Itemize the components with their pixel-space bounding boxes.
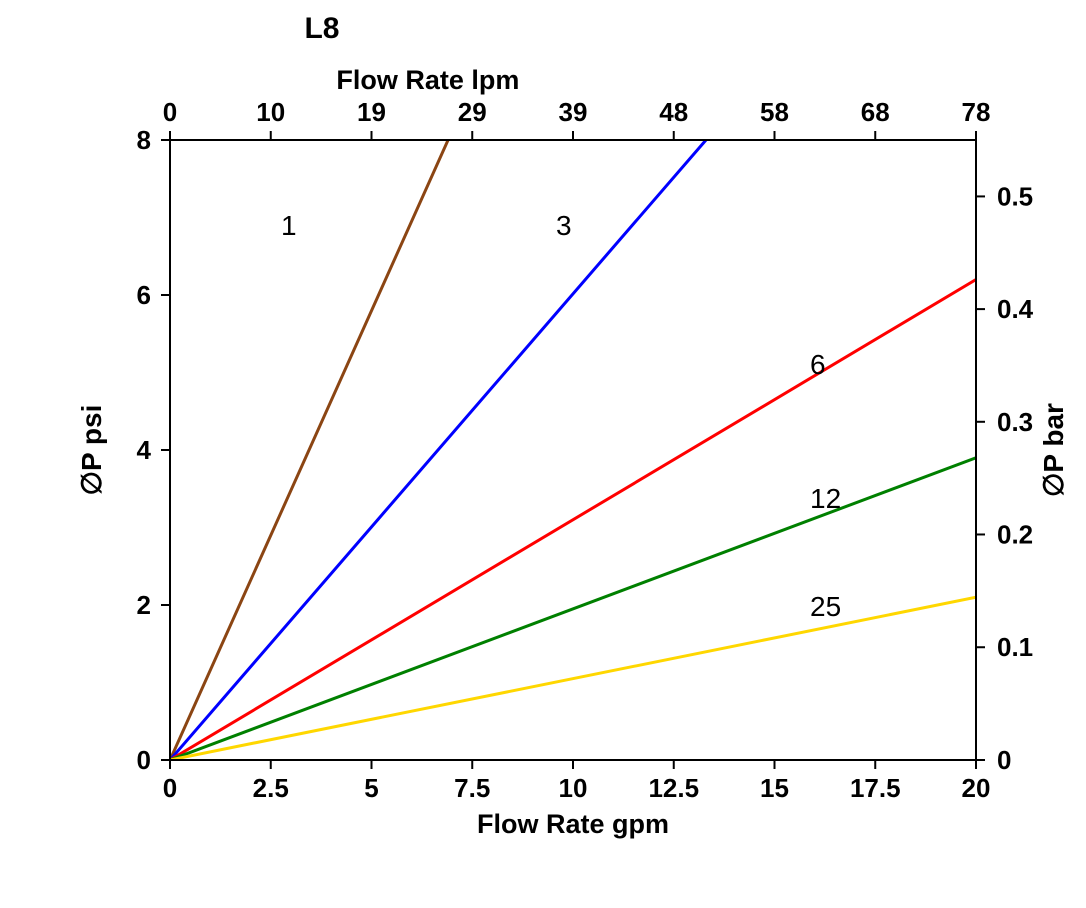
bottom-tick-label: 10 <box>559 773 588 803</box>
bottom-tick-label: 15 <box>760 773 789 803</box>
bottom-tick-label: 17.5 <box>850 773 901 803</box>
series-label-12: 12 <box>810 483 841 514</box>
right-tick-label: 0.5 <box>997 181 1033 211</box>
series-label-25: 25 <box>810 591 841 622</box>
top-tick-label: 78 <box>962 97 991 127</box>
top-axis-label: Flow Rate lpm <box>336 65 519 95</box>
top-tick-label: 39 <box>559 97 588 127</box>
series-label-1: 1 <box>281 210 297 241</box>
left-tick-label: 6 <box>137 280 151 310</box>
right-tick-label: 0.4 <box>997 294 1034 324</box>
top-tick-label: 58 <box>760 97 789 127</box>
left-tick-label: 8 <box>137 125 151 155</box>
series-label-6: 6 <box>810 349 826 380</box>
bottom-tick-label: 5 <box>364 773 378 803</box>
series-label-3: 3 <box>556 210 572 241</box>
right-tick-label: 0.3 <box>997 407 1033 437</box>
bottom-tick-label: 12.5 <box>648 773 699 803</box>
bottom-axis-label: Flow Rate gpm <box>477 809 669 839</box>
top-tick-label: 19 <box>357 97 386 127</box>
top-tick-label: 29 <box>458 97 487 127</box>
top-tick-label: 0 <box>163 97 177 127</box>
left-tick-label: 4 <box>137 435 152 465</box>
chart-title: L8 <box>304 12 339 45</box>
flow-rate-chart: 02.557.51012.51517.520Flow Rate gpm01019… <box>0 0 1086 908</box>
right-axis-label: ∅P bar <box>1038 403 1069 497</box>
top-tick-label: 68 <box>861 97 890 127</box>
left-tick-label: 2 <box>137 590 151 620</box>
bottom-tick-label: 20 <box>962 773 991 803</box>
left-tick-label: 0 <box>137 745 151 775</box>
top-tick-label: 10 <box>256 97 285 127</box>
bottom-tick-label: 0 <box>163 773 177 803</box>
right-tick-label: 0.2 <box>997 519 1033 549</box>
right-tick-label: 0 <box>997 745 1011 775</box>
right-tick-label: 0.1 <box>997 632 1033 662</box>
left-axis-label: ∅P psi <box>76 405 107 496</box>
top-tick-label: 48 <box>659 97 688 127</box>
bottom-tick-label: 7.5 <box>454 773 490 803</box>
bottom-tick-label: 2.5 <box>253 773 289 803</box>
